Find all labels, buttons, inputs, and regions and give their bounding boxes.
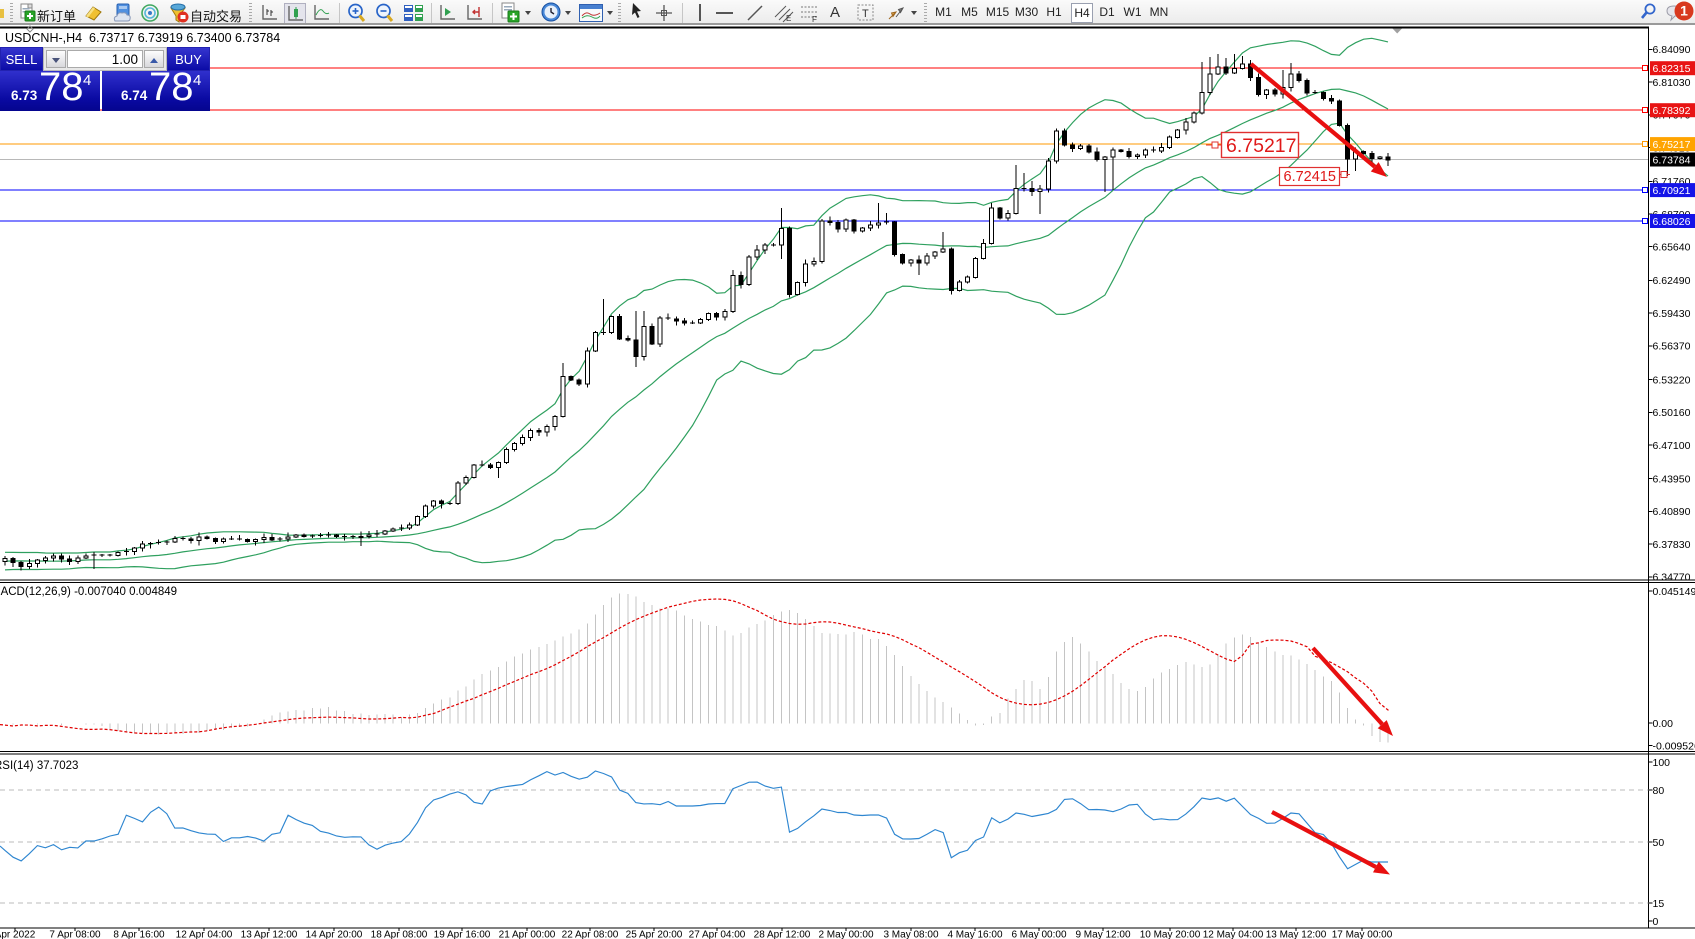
svg-text:USDCNH-,H4 6.73717 6.73919 6.: USDCNH-,H4 6.73717 6.73919 6.73400 6.737… [5, 31, 280, 45]
svg-text:0.00: 0.00 [1653, 718, 1674, 730]
svg-text:18 Apr 08:00: 18 Apr 08:00 [371, 930, 428, 939]
svg-text:E: E [786, 14, 791, 23]
svg-text:F: F [812, 15, 817, 23]
svg-text:19 Apr 16:00: 19 Apr 16:00 [434, 930, 491, 939]
svg-text:6.59430: 6.59430 [1653, 308, 1691, 320]
svg-text:80: 80 [1653, 785, 1665, 797]
svg-text:12 Apr 04:00: 12 Apr 04:00 [176, 930, 233, 939]
svg-text:6.40890: 6.40890 [1653, 506, 1691, 518]
svg-text:17 May 00:00: 17 May 00:00 [1332, 930, 1393, 939]
svg-text:100: 100 [1653, 757, 1671, 769]
svg-text:6.34770: 6.34770 [1653, 572, 1691, 584]
svg-text:27 Apr 04:00: 27 Apr 04:00 [689, 930, 746, 939]
svg-text:MACD(12,26,9) -0.007040 0.0048: MACD(12,26,9) -0.007040 0.004849 [0, 586, 177, 598]
svg-text:12 May 04:00: 12 May 04:00 [1203, 930, 1264, 939]
svg-text:2 May 00:00: 2 May 00:00 [818, 930, 873, 939]
svg-text:28 Apr 12:00: 28 Apr 12:00 [754, 930, 811, 939]
svg-text:6.37830: 6.37830 [1653, 539, 1691, 551]
svg-text:4 May 16:00: 4 May 16:00 [947, 930, 1002, 939]
svg-text:0: 0 [1653, 916, 1659, 928]
svg-text:21 Apr 00:00: 21 Apr 00:00 [499, 930, 556, 939]
svg-text:6.75217: 6.75217 [1653, 139, 1691, 151]
svg-text:1: 1 [1680, 3, 1688, 19]
svg-text:6.82315: 6.82315 [1653, 63, 1691, 75]
svg-text:6.72415: 6.72415 [1284, 169, 1336, 185]
svg-text:22 Apr 08:00: 22 Apr 08:00 [562, 930, 619, 939]
svg-text:6.73784: 6.73784 [1653, 154, 1691, 166]
svg-text:0.045149: 0.045149 [1653, 586, 1695, 598]
svg-text:6.84090: 6.84090 [1653, 44, 1691, 56]
svg-text:6.70921: 6.70921 [1653, 185, 1691, 197]
svg-text:25 Apr 20:00: 25 Apr 20:00 [626, 930, 683, 939]
svg-text:6 May 00:00: 6 May 00:00 [1011, 930, 1066, 939]
svg-text:10 May 20:00: 10 May 20:00 [1140, 930, 1201, 939]
svg-text:6.47100: 6.47100 [1653, 440, 1691, 452]
svg-text:6.65640: 6.65640 [1653, 242, 1691, 254]
svg-text:6.50160: 6.50160 [1653, 407, 1691, 419]
svg-text:6.56370: 6.56370 [1653, 341, 1691, 353]
svg-text:T: T [862, 8, 869, 20]
svg-text:14 Apr 20:00: 14 Apr 20:00 [306, 930, 363, 939]
svg-text:6.53220: 6.53220 [1653, 374, 1691, 386]
svg-text:15: 15 [1653, 898, 1665, 910]
svg-text:13 Apr 12:00: 13 Apr 12:00 [241, 930, 298, 939]
svg-text:Apr 2022: Apr 2022 [0, 930, 36, 939]
svg-text:6.62490: 6.62490 [1653, 275, 1691, 287]
svg-text:13 May 12:00: 13 May 12:00 [1266, 930, 1327, 939]
svg-text:8 Apr 16:00: 8 Apr 16:00 [113, 930, 165, 939]
svg-text:50: 50 [1653, 837, 1665, 849]
svg-text:7 Apr 08:00: 7 Apr 08:00 [49, 930, 101, 939]
svg-text:9 May 12:00: 9 May 12:00 [1075, 930, 1130, 939]
svg-text:-0.009526: -0.009526 [1653, 740, 1695, 752]
svg-text:6.68026: 6.68026 [1653, 216, 1691, 228]
svg-text:RSI(14) 37.7023: RSI(14) 37.7023 [0, 760, 78, 772]
svg-text:6.75217: 6.75217 [1226, 135, 1297, 157]
svg-text:3 May 08:00: 3 May 08:00 [883, 930, 938, 939]
svg-text:6.43950: 6.43950 [1653, 474, 1691, 486]
svg-text:6.81030: 6.81030 [1653, 77, 1691, 89]
svg-text:6.78392: 6.78392 [1653, 105, 1691, 117]
